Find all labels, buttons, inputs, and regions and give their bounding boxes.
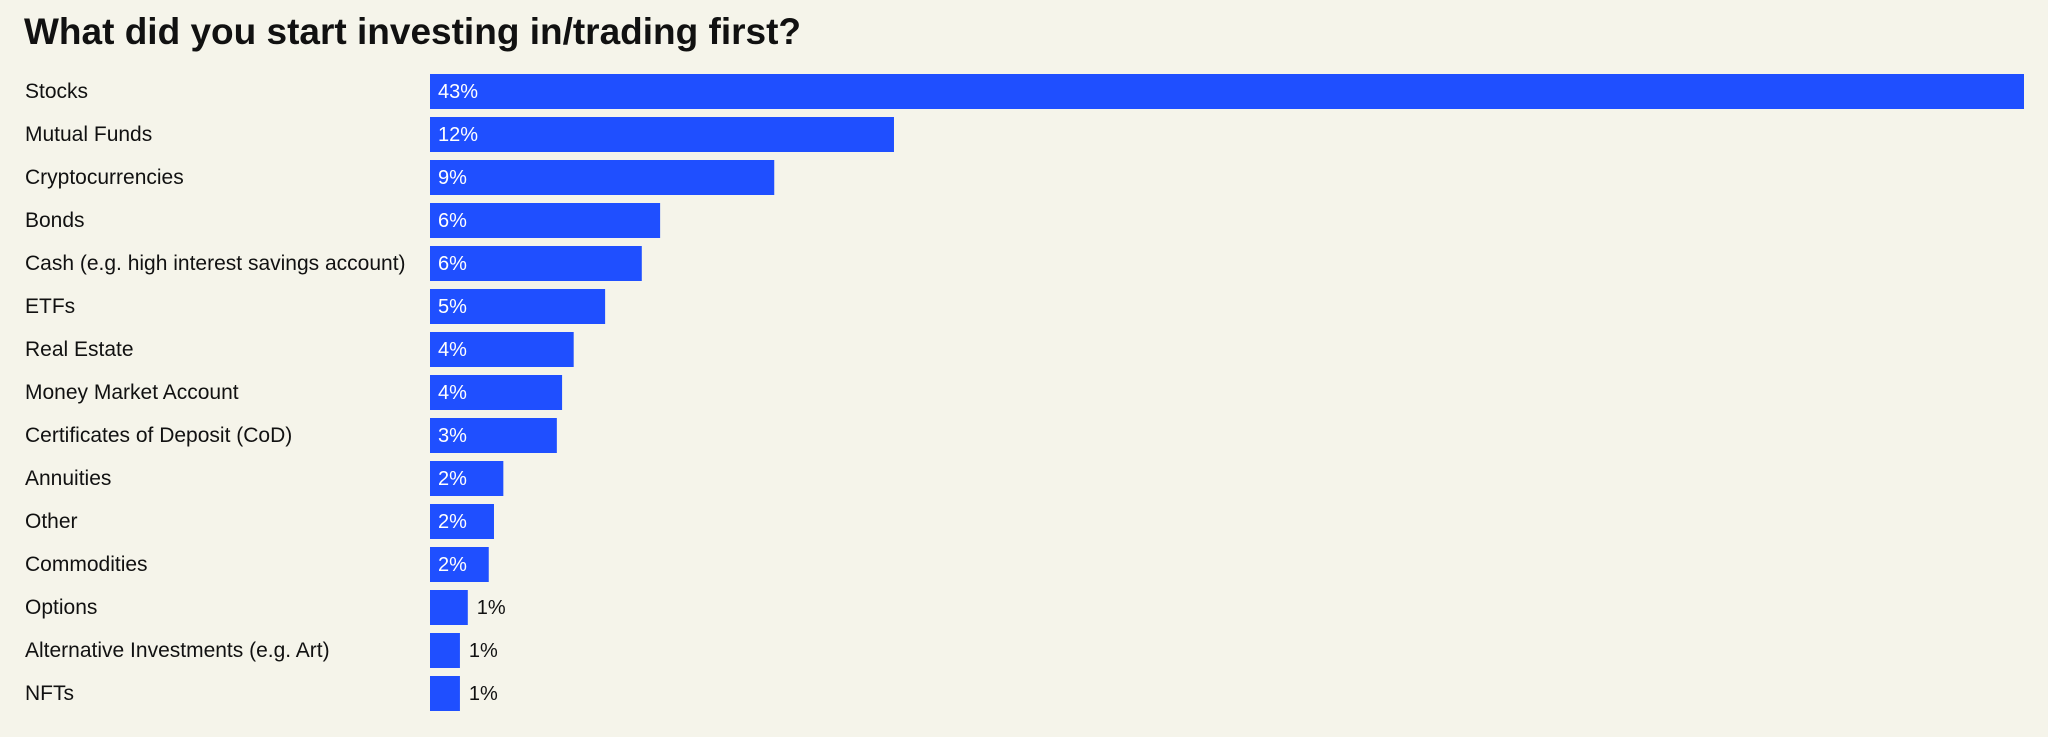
- bar: [430, 332, 574, 367]
- bar: [430, 504, 494, 539]
- value-label: 2%: [438, 554, 467, 576]
- category-label: Annuities: [25, 467, 111, 490]
- bar: [430, 461, 504, 496]
- category-label: Cryptocurrencies: [25, 166, 184, 189]
- bar: [430, 418, 557, 453]
- bar: [430, 246, 642, 281]
- bar: [430, 74, 2024, 109]
- category-label: Cash (e.g. high interest savings account…: [25, 252, 406, 275]
- value-label: 4%: [438, 382, 467, 404]
- value-label: 9%: [438, 167, 467, 189]
- value-label: 1%: [469, 640, 498, 662]
- value-label: 1%: [469, 683, 498, 705]
- bar: [430, 590, 468, 625]
- category-label: Alternative Investments (e.g. Art): [25, 639, 330, 662]
- bar: [430, 203, 661, 238]
- bar: [430, 633, 460, 668]
- bar: [430, 676, 460, 711]
- category-label: ETFs: [25, 295, 75, 318]
- value-label: 4%: [438, 339, 467, 361]
- value-label: 5%: [438, 296, 467, 318]
- value-label: 43%: [438, 81, 478, 103]
- category-label: Real Estate: [25, 338, 134, 361]
- value-label: 1%: [477, 597, 506, 619]
- category-label: Options: [25, 596, 97, 619]
- category-label: Stocks: [25, 80, 88, 103]
- category-label: Bonds: [25, 209, 85, 232]
- chart-title: What did you start investing in/trading …: [24, 11, 801, 52]
- value-label: 3%: [438, 425, 467, 447]
- bar: [430, 375, 563, 410]
- value-label: 2%: [438, 468, 467, 490]
- category-label: NFTs: [25, 682, 74, 705]
- category-label: Other: [25, 510, 78, 533]
- category-label: Mutual Funds: [25, 123, 152, 146]
- value-label: 12%: [438, 124, 478, 146]
- category-label: Certificates of Deposit (CoD): [25, 424, 292, 447]
- value-label: 6%: [438, 253, 467, 275]
- bar: [430, 547, 489, 582]
- value-label: 6%: [438, 210, 467, 232]
- bar: [430, 160, 775, 195]
- category-label: Commodities: [25, 553, 148, 576]
- bar: [430, 117, 894, 152]
- bar: [430, 289, 606, 324]
- category-label: Money Market Account: [25, 381, 239, 404]
- value-label: 2%: [438, 511, 467, 533]
